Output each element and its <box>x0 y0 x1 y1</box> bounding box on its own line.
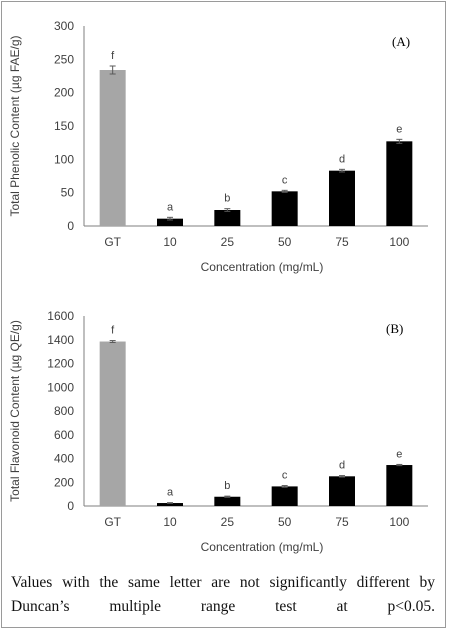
chart-phenolic: 0 50 100 150 200 250 300 f GT a 10 b 25 c 50 d 75 e 100 Con… <box>8 19 428 274</box>
significance-letter: d <box>339 153 345 165</box>
y-tick-label: 1600 <box>47 309 74 323</box>
significance-letter: b <box>224 480 230 492</box>
x-tick-label: 25 <box>221 515 235 529</box>
x-tick-label: 50 <box>278 515 292 529</box>
y-tick-label: 100 <box>54 152 74 166</box>
x-tick-label: 100 <box>389 515 409 529</box>
significance-letter: c <box>282 470 288 482</box>
bar-10 <box>157 218 183 226</box>
significance-letter: a <box>167 201 174 213</box>
bar-GT <box>99 341 126 506</box>
y-tick-label: 400 <box>54 452 74 466</box>
y-tick-label: 800 <box>54 404 74 418</box>
bar-50 <box>271 191 298 226</box>
y-tick-label: 1200 <box>47 357 74 371</box>
y-axis-title: Total Phenolic Content (µg FAE/g) <box>8 35 22 216</box>
x-tick-label: 10 <box>163 235 177 249</box>
x-tick-label: 75 <box>335 515 349 529</box>
significance-letter: e <box>396 123 402 135</box>
y-axis-title: Total Flavonoid Content (µg QE/g) <box>8 320 22 502</box>
figure-caption: Values with the same letter are not sign… <box>11 574 435 615</box>
significance-letter: f <box>111 325 115 337</box>
significance-letter: a <box>167 487 174 499</box>
x-tick-label: GT <box>104 515 121 529</box>
x-tick-label: GT <box>104 235 121 249</box>
x-tick-label: 75 <box>335 235 349 249</box>
bar-10 <box>157 503 183 506</box>
bar-75 <box>329 170 355 226</box>
y-tick-label: 0 <box>67 219 74 233</box>
significance-letter: c <box>282 174 288 186</box>
y-tick-label: 150 <box>54 119 74 133</box>
x-tick-label: 25 <box>221 235 235 249</box>
bar-GT <box>99 70 126 226</box>
y-tick-label: 200 <box>54 475 74 489</box>
significance-letter: d <box>339 460 345 472</box>
significance-letter: f <box>111 50 115 62</box>
bar-25 <box>214 496 241 506</box>
y-tick-label: 200 <box>54 86 74 100</box>
panel-label: (A) <box>392 34 410 49</box>
y-tick-label: 250 <box>54 52 74 66</box>
x-axis-title: Concentration (mg/mL) <box>201 260 324 274</box>
panel-label: (B) <box>386 321 403 336</box>
bar-100 <box>386 141 413 226</box>
y-tick-label: 1000 <box>47 380 74 394</box>
chart-flavonoid: 0 200 400 600 800 1000 1200 1400 1600 f GT a 10 b 25 c 5… <box>8 309 428 554</box>
y-tick-label: 1400 <box>47 333 74 347</box>
y-tick-label: 300 <box>54 19 74 33</box>
y-tick-label: 0 <box>67 499 74 513</box>
x-axis-title: Concentration (mg/mL) <box>201 540 324 554</box>
bar-100 <box>386 465 413 506</box>
bar-50 <box>271 486 298 506</box>
bar-75 <box>329 476 355 506</box>
x-tick-label: 100 <box>389 235 409 249</box>
significance-letter: e <box>396 448 402 460</box>
y-tick-label: 600 <box>54 428 74 442</box>
y-tick-label: 50 <box>61 186 75 200</box>
bar-25 <box>214 210 241 226</box>
x-tick-label: 10 <box>163 515 177 529</box>
x-tick-label: 50 <box>278 235 292 249</box>
significance-letter: b <box>224 193 230 205</box>
